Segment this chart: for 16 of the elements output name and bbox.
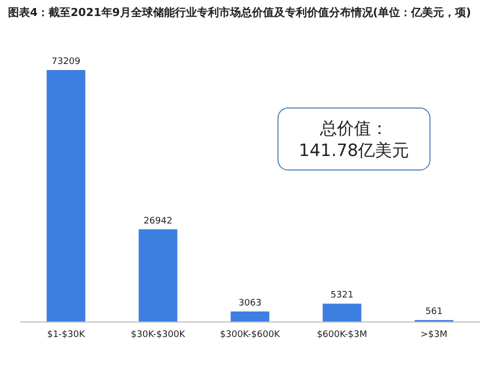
x-tick-label: $600K-$3M [316,330,368,340]
chart-title: 图表4：截至2021年9月全球储能行业专利市场总价值及专利价值分布情况(单位：亿美元，项) [8,6,471,19]
bar [46,70,86,322]
bar [230,311,270,322]
data-label: 561 [425,307,443,318]
annotation: 总价值： 141.78亿美元 [298,119,410,161]
bar [322,304,362,322]
data-label: 3063 [238,298,262,308]
data-label: 5321 [330,290,354,301]
data-label: 26942 [144,216,172,226]
data-label: 73209 [52,57,81,67]
x-tick-label: $30K-$300K [130,330,186,340]
x-tick-label: $300K-$600K [220,330,282,340]
bar [138,229,178,322]
x-tick-label: >$3M [420,330,448,340]
x-tick-label: $1-$30K [47,330,86,340]
